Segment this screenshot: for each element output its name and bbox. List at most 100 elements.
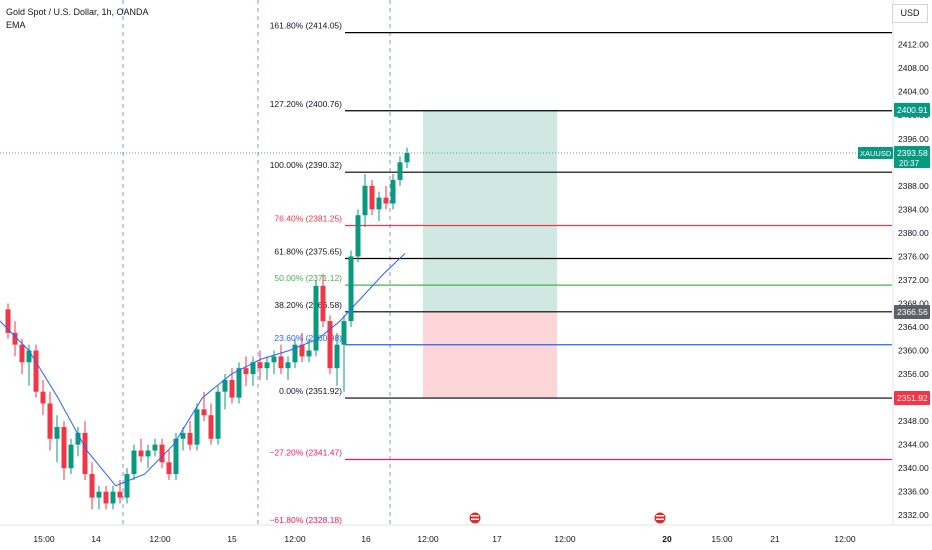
chart-legend: Gold Spot / U.S. Dollar, 1h, OANDA EMA — [6, 6, 149, 32]
candle-body — [327, 321, 333, 369]
price-tick-label: 2380.00 — [898, 228, 929, 238]
fib-level-label: 100.00% (2390.32) — [270, 160, 342, 170]
price-tick-label: 2376.00 — [898, 251, 929, 261]
fib-level-label: 61.80% (2375.65) — [274, 246, 342, 256]
price-tick-label: 2404.00 — [898, 87, 929, 97]
candle-body — [278, 356, 284, 369]
price-tick-label: 2356.00 — [898, 369, 929, 379]
candle-body — [201, 409, 207, 416]
fib-level-label: 76.40% (2381.25) — [274, 214, 342, 224]
last-price-label: 2393.58 — [897, 148, 928, 158]
candle-body — [68, 444, 74, 469]
price-tick-label: 2396.00 — [898, 134, 929, 144]
candle-body — [390, 179, 396, 204]
candle-body — [236, 368, 242, 398]
fib-level-label: −27.20% (2341.47) — [269, 448, 342, 458]
currency-button[interactable]: USD — [892, 4, 928, 23]
us-flag-stripe — [656, 518, 664, 520]
candle-body — [96, 491, 102, 498]
fib-level-label: 161.80% (2414.05) — [270, 21, 342, 31]
indicator-label[interactable]: EMA — [6, 20, 26, 30]
time-tick-label: 12:00 — [834, 534, 856, 544]
price-tick-label: 2348.00 — [898, 416, 929, 426]
time-tick-label: 12:00 — [554, 534, 576, 544]
price-tick-label: 2412.00 — [898, 40, 929, 50]
candle-body — [103, 491, 109, 504]
last-price-tag — [894, 146, 930, 168]
time-tick-label: 16 — [361, 534, 371, 544]
price-tag-label: 2351.92 — [897, 393, 928, 403]
candle-body — [33, 350, 39, 392]
price-tick-label: 2384.00 — [898, 204, 929, 214]
candle-body — [5, 309, 11, 333]
us-flag-stripe — [471, 518, 479, 520]
price-tag — [894, 102, 930, 117]
time-tick-label: 20 — [662, 534, 672, 544]
candle-body — [383, 197, 389, 204]
price-tick-label: 2340.00 — [898, 463, 929, 473]
price-tick-label: 2408.00 — [898, 63, 929, 73]
candle-body — [222, 379, 228, 392]
candle-body — [243, 368, 249, 375]
price-tick-label: 2372.00 — [898, 275, 929, 285]
candle-body — [19, 344, 25, 363]
time-tick-label: 17 — [492, 534, 502, 544]
price-tag-label: 2400.91 — [897, 105, 928, 115]
candle-body — [180, 432, 186, 439]
time-tick-label: 15:00 — [33, 534, 55, 544]
candle-body — [61, 427, 67, 469]
price-tick-label: 2332.00 — [898, 510, 929, 520]
candle-body — [173, 438, 179, 475]
candle-body — [40, 391, 46, 404]
countdown-label: 20:37 — [899, 159, 920, 168]
candle-body — [362, 185, 368, 216]
candle-body — [187, 432, 193, 445]
candle-body — [131, 450, 137, 475]
candle-body — [320, 285, 326, 322]
fib-level-label: −61.80% (2328.18) — [269, 515, 342, 525]
candle-body — [89, 474, 95, 498]
candle-body — [208, 415, 214, 439]
candle-body — [264, 362, 270, 369]
symbol-title: Gold Spot / U.S. Dollar, 1h, OANDA — [6, 7, 149, 17]
fib-level-label: 0.00% (2351.92) — [279, 386, 342, 396]
price-tick-label: 2344.00 — [898, 440, 929, 450]
candle-body — [257, 362, 263, 369]
candle-body — [404, 153, 410, 163]
candle-body — [215, 391, 221, 439]
candle-body — [285, 362, 291, 369]
candle-body — [82, 432, 88, 475]
us-flag-stripe — [656, 515, 664, 517]
price-tick-label: 2388.00 — [898, 181, 929, 191]
candle-body — [250, 362, 256, 375]
candle-body — [341, 321, 347, 345]
fib-level-label: 23.60% (2360.98) — [274, 333, 342, 343]
fib-level-label: 38.20% (2366.58) — [274, 300, 342, 310]
candle-body — [376, 197, 382, 210]
candle-body — [166, 462, 172, 475]
price-tick-label: 2360.00 — [898, 346, 929, 356]
candle-body — [138, 450, 144, 457]
price-tag — [894, 391, 930, 406]
time-tick-label: 21 — [770, 534, 780, 544]
symbol-tag — [858, 147, 893, 159]
candle-body — [355, 215, 361, 257]
candle-body — [75, 432, 81, 445]
candle-body — [26, 350, 32, 363]
ema-line — [0, 253, 406, 487]
fib-level-label: 50.00% (2371.12) — [274, 273, 342, 283]
candle-body — [12, 332, 18, 345]
candle-body — [271, 356, 277, 363]
candle-body — [334, 344, 340, 369]
candle-body — [145, 450, 151, 457]
profit-zone — [423, 109, 557, 312]
price-tag — [894, 304, 930, 319]
candle-body — [397, 162, 403, 180]
candle-body — [299, 344, 305, 357]
candle-body — [348, 256, 354, 322]
us-event-flag-icon — [653, 511, 667, 525]
us-flag-stripe — [471, 515, 479, 517]
candle-body — [306, 350, 312, 357]
